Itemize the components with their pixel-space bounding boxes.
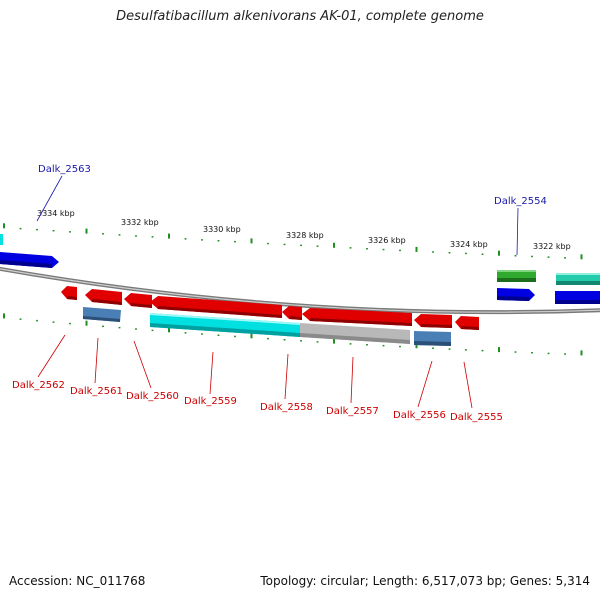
gene-red-e[interactable] — [302, 308, 412, 326]
scale-ticks-inner — [3, 313, 583, 356]
scale-label-3328: 3328 kbp — [286, 231, 324, 240]
gene-label-dalk-2562[interactable]: Dalk_2562 — [12, 380, 65, 391]
gene-dalk-2559[interactable] — [150, 313, 300, 337]
genome-title: Desulfatibacillum alkenivorans AK-01, co… — [116, 9, 484, 24]
gene-label-dalk-2557[interactable]: Dalk_2557 — [326, 406, 379, 417]
gene-dalk-2556-red[interactable] — [414, 314, 452, 328]
gene-label-dalk-2561[interactable]: Dalk_2561 — [70, 386, 123, 397]
leader-lines-bottom — [37, 334, 473, 409]
gene-green[interactable] — [497, 270, 536, 282]
scale-label-3326: 3326 kbp — [368, 236, 406, 245]
gene-dalk-2561[interactable] — [83, 307, 121, 322]
gene-dalk-2562[interactable] — [61, 286, 77, 300]
gene-dalk-2563[interactable] — [0, 252, 59, 268]
scale-label-3324: 3324 kbp — [450, 240, 488, 249]
scale-label-3330: 3330 kbp — [203, 225, 241, 234]
gene-red-a[interactable] — [85, 289, 122, 305]
gene-red-d[interactable] — [282, 306, 302, 320]
gene-label-dalk-2556[interactable]: Dalk_2556 — [393, 410, 446, 421]
gene-red-b[interactable] — [124, 293, 152, 308]
gene-dalk-2556[interactable] — [414, 331, 451, 346]
gene-label-dalk-2560[interactable]: Dalk_2560 — [126, 391, 179, 402]
gene-label-dalk-2555[interactable]: Dalk_2555 — [450, 412, 503, 423]
gene-dalk-2554[interactable] — [497, 288, 535, 301]
scale-ticks-outer — [3, 223, 583, 260]
gene-red-c[interactable] — [150, 296, 282, 318]
gene-label-dalk-2554[interactable]: Dalk_2554 — [494, 196, 547, 207]
leader-lines-top — [36, 175, 519, 256]
gene-label-dalk-2559[interactable]: Dalk_2559 — [184, 396, 237, 407]
scale-label-3332: 3332 kbp — [121, 218, 159, 227]
scale-label-3322: 3322 kbp — [533, 242, 571, 251]
gene-label-dalk-2563[interactable]: Dalk_2563 — [38, 164, 91, 175]
gene-dalk-2555[interactable] — [455, 316, 479, 330]
gene-cyan-edge[interactable] — [0, 234, 3, 245]
scale-label-3334: 3334 kbp — [37, 209, 75, 218]
gene-blue-right[interactable] — [555, 291, 600, 304]
gene-label-dalk-2558[interactable]: Dalk_2558 — [260, 402, 313, 413]
accession-text: Accession: NC_011768 — [9, 574, 146, 588]
genome-summary-text: Topology: circular; Length: 6,517,073 bp… — [260, 574, 590, 588]
gene-teal[interactable] — [556, 273, 600, 285]
gene-dalk-2557[interactable] — [300, 323, 410, 344]
